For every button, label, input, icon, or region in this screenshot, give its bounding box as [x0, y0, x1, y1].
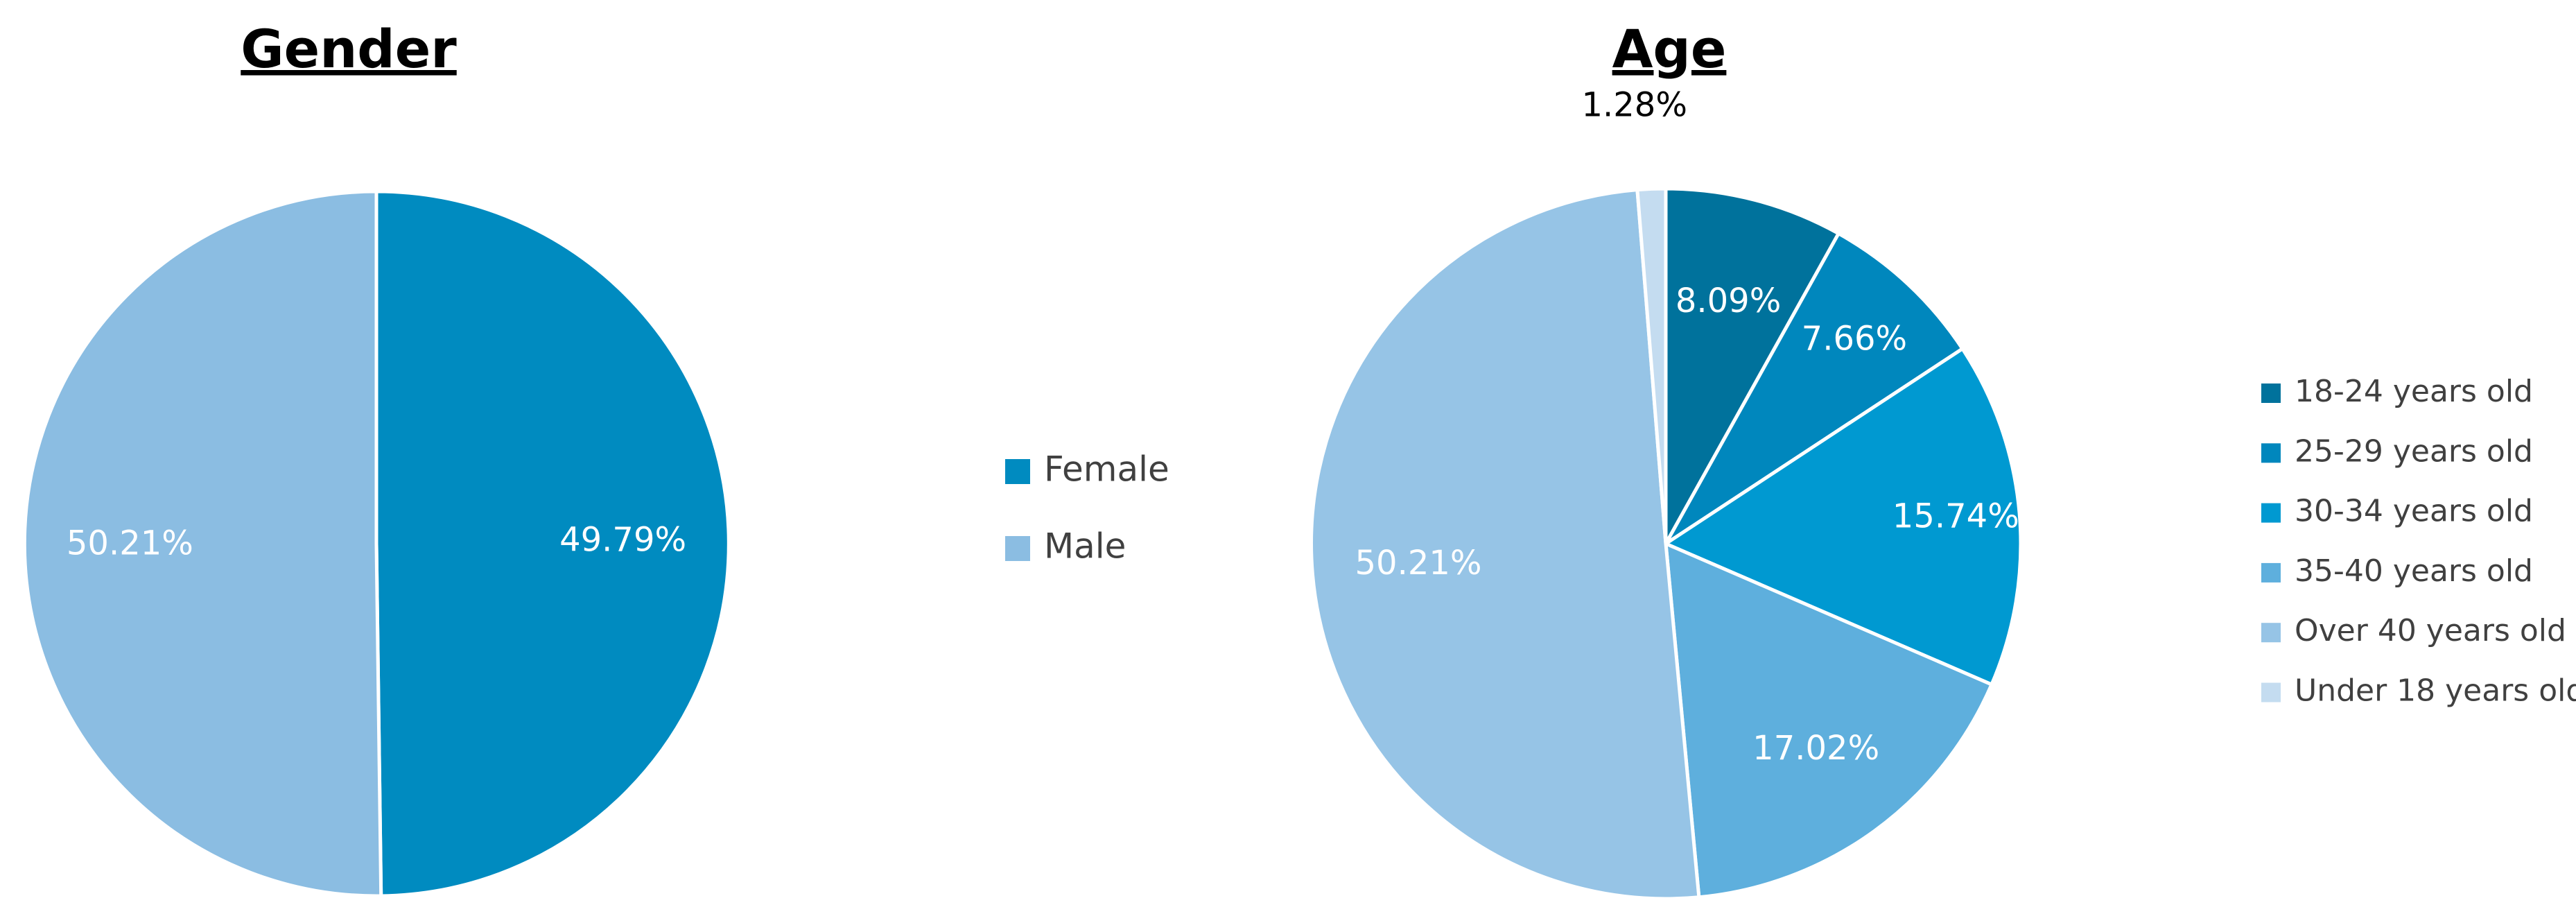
age-legend-label-30-34-years-old: 30-34 years old	[2295, 494, 2533, 529]
age-pie-chart: Age 8.09% 7.66% 15.74% 17.02% 50.21% 1.28% 18…	[1309, 18, 2576, 901]
age-pie-labels: 8.09% 7.66% 15.74% 17.02% 50.21% 1.28%	[1355, 86, 2019, 768]
gender-chart-title: Gender	[241, 18, 457, 80]
age-legend-swatch-35-40-years-old	[2261, 562, 2281, 583]
age-legend-swatch-over-40-years-old	[2261, 623, 2281, 643]
age-data-label-30-34-years-old: 15.74%	[1892, 497, 2019, 536]
age-legend-item-25-29-years-old: 25-29 years old	[2261, 433, 2533, 469]
gender-legend-swatch-female	[1005, 459, 1030, 484]
age-legend-label-over-40-years-old: Over 40 years old	[2295, 613, 2566, 648]
age-data-label-under-18-years-old: 1.28%	[1581, 86, 1687, 125]
gender-pie-chart: Gender 49.79% 50.21% Female Male	[22, 18, 1169, 898]
age-legend-label-18-24-years-old: 18-24 years old	[2295, 374, 2533, 409]
age-data-label-25-29-years-old: 7.66%	[1802, 320, 1907, 359]
age-slice-25-29-years-old	[1664, 232, 1965, 546]
age-legend-swatch-18-24-years-old	[2261, 383, 2281, 403]
gender-legend-label-female: Female	[1044, 449, 1169, 490]
gender-data-label-female: 49.79%	[559, 521, 686, 560]
age-chart-title: Age	[1612, 18, 1727, 80]
gender-legend-label-male: Male	[1044, 526, 1126, 567]
gender-pie-labels: 49.79% 50.21%	[67, 521, 686, 563]
gender-slice-female	[374, 189, 731, 898]
age-legend-swatch-under-18-years-old	[2261, 682, 2281, 703]
age-legend-item-35-40-years-old: 35-40 years old	[2261, 553, 2533, 589]
age-slice-30-34-years-old	[1664, 347, 2023, 687]
gender-legend-item-male: Male	[1005, 526, 1126, 567]
age-data-label-over-40-years-old: 50.21%	[1355, 544, 1481, 583]
age-legend-swatch-30-34-years-old	[2261, 503, 2281, 523]
age-data-label-18-24-years-old: 8.09%	[1676, 282, 1781, 320]
age-legend: 18-24 years old 25-29 years old 30-34 year…	[2261, 374, 2576, 709]
gender-legend-item-female: Female	[1005, 449, 1169, 490]
age-legend-item-over-40-years-old: Over 40 years old	[2261, 613, 2566, 648]
age-data-label-35-40-years-old: 17.02%	[1752, 729, 1879, 768]
age-slice-35-40-years-old	[1664, 542, 1994, 899]
gender-pie-slices	[22, 189, 731, 898]
age-legend-label-25-29-years-old: 25-29 years old	[2295, 433, 2533, 469]
age-legend-label-35-40-years-old: 35-40 years old	[2295, 553, 2533, 589]
age-legend-item-30-34-years-old: 30-34 years old	[2261, 494, 2533, 529]
gender-legend-swatch-male	[1005, 536, 1030, 561]
age-legend-label-under-18-years-old: Under 18 years old	[2295, 673, 2576, 709]
age-pie-slices	[1309, 187, 2023, 901]
gender-slice-male	[22, 189, 383, 898]
gender-data-label-male: 50.21%	[67, 524, 193, 562]
age-slice-over-40-years-old	[1309, 188, 1701, 901]
age-legend-swatch-25-29-years-old	[2261, 443, 2281, 463]
age-legend-item-18-24-years-old: 18-24 years old	[2261, 374, 2533, 409]
age-slice-under-18-years-old	[1635, 187, 1668, 546]
age-slice-18-24-years-old	[1664, 187, 1840, 546]
gender-legend: Female Male	[1005, 449, 1169, 567]
age-legend-item-under-18-years-old: Under 18 years old	[2261, 673, 2576, 709]
